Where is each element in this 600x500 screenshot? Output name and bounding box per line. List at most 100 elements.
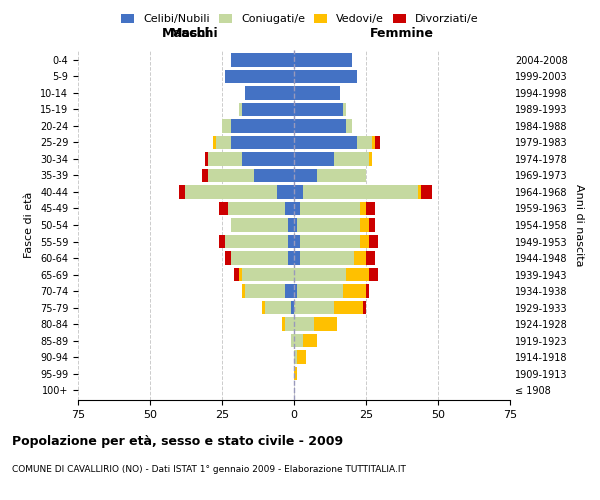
Bar [294, 284, 297, 298]
Bar [360, 218, 369, 232]
Bar [369, 152, 372, 166]
Bar [294, 350, 297, 364]
Bar [239, 103, 242, 116]
Bar [230, 218, 288, 232]
Bar [208, 152, 242, 166]
Bar [418, 186, 421, 198]
Bar [225, 235, 288, 248]
Bar [205, 152, 208, 166]
Bar [265, 301, 291, 314]
Bar [230, 54, 294, 66]
Bar [262, 301, 265, 314]
Bar [294, 367, 297, 380]
Bar [369, 268, 377, 281]
Bar [288, 235, 294, 248]
Bar [286, 318, 294, 330]
Bar [366, 202, 374, 215]
Bar [219, 235, 225, 248]
Bar [291, 334, 294, 347]
Bar [242, 152, 294, 166]
Bar [288, 218, 294, 232]
Bar [239, 268, 242, 281]
Bar [294, 136, 358, 149]
Bar [297, 218, 360, 232]
Bar [294, 186, 302, 198]
Bar [302, 186, 418, 198]
Bar [343, 284, 366, 298]
Bar [219, 202, 228, 215]
Bar [363, 301, 366, 314]
Bar [294, 86, 340, 100]
Bar [222, 120, 230, 132]
Bar [346, 268, 369, 281]
Bar [294, 169, 317, 182]
Bar [366, 284, 369, 298]
Bar [372, 136, 374, 149]
Bar [294, 103, 343, 116]
Bar [360, 235, 369, 248]
Bar [369, 235, 377, 248]
Bar [286, 202, 294, 215]
Bar [291, 301, 294, 314]
Bar [374, 136, 380, 149]
Bar [297, 284, 343, 298]
Bar [369, 218, 374, 232]
Bar [294, 301, 334, 314]
Bar [294, 318, 314, 330]
Text: Maschi: Maschi [161, 26, 211, 40]
Bar [334, 301, 363, 314]
Text: Femmine: Femmine [370, 26, 434, 40]
Text: Maschi: Maschi [170, 26, 219, 40]
Bar [302, 334, 317, 347]
Bar [179, 186, 185, 198]
Bar [294, 202, 300, 215]
Bar [421, 186, 432, 198]
Bar [230, 136, 294, 149]
Bar [358, 136, 372, 149]
Bar [225, 252, 230, 264]
Bar [314, 318, 337, 330]
Bar [300, 235, 360, 248]
Y-axis label: Fasce di età: Fasce di età [25, 192, 34, 258]
Bar [366, 252, 374, 264]
Bar [317, 169, 366, 182]
Bar [242, 268, 294, 281]
Bar [245, 86, 294, 100]
Bar [242, 284, 245, 298]
Bar [334, 152, 369, 166]
Bar [294, 252, 300, 264]
Bar [294, 120, 346, 132]
Bar [283, 318, 286, 330]
Bar [225, 70, 294, 83]
Bar [294, 334, 302, 347]
Bar [214, 136, 216, 149]
Bar [228, 202, 286, 215]
Bar [242, 103, 294, 116]
Bar [294, 218, 297, 232]
Bar [245, 284, 286, 298]
Text: Popolazione per età, sesso e stato civile - 2009: Popolazione per età, sesso e stato civil… [12, 435, 343, 448]
Text: COMUNE DI CAVALLIRIO (NO) - Dati ISTAT 1° gennaio 2009 - Elaborazione TUTTITALIA: COMUNE DI CAVALLIRIO (NO) - Dati ISTAT 1… [12, 465, 406, 474]
Bar [230, 120, 294, 132]
Bar [202, 169, 208, 182]
Bar [297, 350, 305, 364]
Bar [300, 202, 360, 215]
Bar [300, 252, 355, 264]
Bar [254, 169, 294, 182]
Bar [360, 202, 366, 215]
Bar [355, 252, 366, 264]
Bar [208, 169, 254, 182]
Bar [294, 268, 346, 281]
Bar [294, 70, 358, 83]
Bar [277, 186, 294, 198]
Bar [286, 284, 294, 298]
Legend: Celibi/Nubili, Coniugati/e, Vedovi/e, Divorziati/e: Celibi/Nubili, Coniugati/e, Vedovi/e, Di… [118, 10, 482, 28]
Bar [294, 152, 334, 166]
Bar [288, 252, 294, 264]
Bar [185, 186, 277, 198]
Bar [233, 268, 239, 281]
Bar [294, 235, 300, 248]
Bar [294, 54, 352, 66]
Bar [346, 120, 352, 132]
Bar [230, 252, 288, 264]
